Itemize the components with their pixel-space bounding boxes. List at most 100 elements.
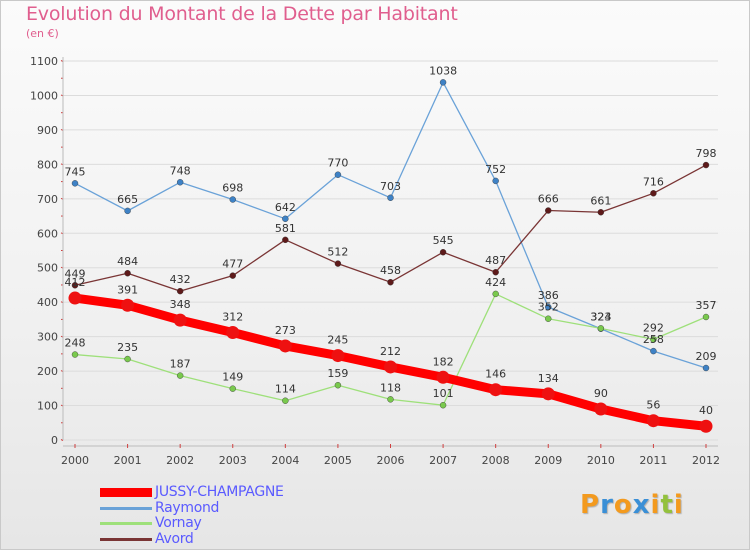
- data-point-avord: [71, 282, 79, 289]
- data-point-jussy-champagne: [489, 383, 503, 397]
- data-point-jussy-champagne: [541, 387, 555, 401]
- data-point-avord: [124, 270, 131, 277]
- x-tick-label: 2002: [166, 454, 194, 467]
- data-point-raymond: [176, 179, 184, 186]
- data-label-avord: 512: [327, 246, 348, 259]
- y-tick-label: 900: [37, 124, 58, 137]
- data-point-jussy-champagne: [278, 339, 292, 353]
- legend-swatch: [100, 522, 152, 525]
- data-point-avord: [282, 236, 289, 244]
- data-label-jussy-champagne: 391: [117, 283, 138, 296]
- data-label-vornay: 118: [380, 381, 401, 394]
- data-label-avord: 545: [433, 234, 454, 247]
- chart-unit-label: (en €): [26, 27, 59, 40]
- data-point-vornay: [439, 402, 447, 409]
- data-label-vornay: 352: [538, 301, 559, 314]
- data-label-vornay: 357: [696, 299, 717, 312]
- data-point-raymond: [229, 196, 236, 203]
- data-point-avord: [492, 269, 499, 276]
- data-point-vornay: [334, 382, 342, 389]
- data-label-raymond: 665: [117, 193, 138, 206]
- data-point-vornay: [492, 290, 499, 298]
- data-point-avord: [650, 190, 657, 197]
- logo-letter: i: [673, 490, 684, 520]
- data-point-jussy-champagne: [331, 349, 345, 363]
- data-point-jussy-champagne: [594, 402, 608, 416]
- legend-label: Avord: [155, 530, 194, 547]
- data-point-raymond: [124, 207, 131, 215]
- data-label-raymond: 745: [65, 165, 86, 178]
- data-label-vornay: 114: [275, 383, 296, 396]
- data-point-avord: [176, 287, 184, 295]
- y-tick-label: 0: [51, 434, 58, 447]
- x-tick-label: 2012: [692, 454, 720, 467]
- y-tick-label: 1100: [30, 55, 58, 68]
- x-tick-label: 2009: [534, 454, 562, 467]
- data-label-raymond: 770: [327, 157, 348, 170]
- data-label-jussy-champagne: 40: [699, 404, 713, 417]
- data-label-raymond: 1038: [429, 64, 457, 77]
- data-label-avord: 477: [222, 258, 243, 271]
- legend-label: Raymond: [155, 499, 220, 516]
- legend-swatch: [100, 488, 152, 497]
- data-label-raymond: 698: [222, 182, 243, 195]
- data-point-avord: [229, 272, 236, 279]
- data-label-raymond: 752: [485, 163, 506, 176]
- data-label-jussy-champagne: 182: [433, 355, 454, 368]
- data-label-raymond: 209: [696, 350, 717, 363]
- data-point-avord: [387, 278, 394, 286]
- data-label-avord: 458: [380, 264, 401, 277]
- data-label-avord: 798: [696, 147, 717, 160]
- data-label-jussy-champagne: 245: [327, 334, 348, 347]
- data-point-raymond: [702, 364, 710, 372]
- data-label-vornay: 101: [433, 387, 454, 400]
- data-label-raymond: 642: [275, 201, 296, 214]
- data-label-raymond: 386: [538, 289, 559, 302]
- x-tick-label: 2000: [61, 454, 89, 467]
- data-point-vornay: [702, 313, 710, 321]
- data-point-jussy-champagne: [384, 360, 397, 374]
- data-point-avord: [597, 209, 605, 216]
- logo-letter: i: [650, 490, 661, 520]
- logo-letter: t: [660, 490, 674, 520]
- data-label-avord: 487: [485, 254, 506, 267]
- y-tick-label: 400: [37, 296, 58, 309]
- x-tick-label: 2010: [587, 454, 615, 467]
- x-tick-label: 2007: [429, 454, 457, 467]
- data-label-jussy-champagne: 134: [538, 372, 559, 385]
- data-label-avord: 449: [65, 267, 86, 280]
- series-line-raymond: [74, 81, 707, 369]
- data-label-jussy-champagne: 90: [594, 387, 608, 400]
- data-label-jussy-champagne: 412: [65, 276, 86, 289]
- data-point-jussy-champagne: [121, 298, 135, 312]
- x-tick-label: 2001: [114, 454, 142, 467]
- data-point-vornay: [71, 351, 79, 358]
- data-label-vornay: 235: [117, 341, 138, 354]
- y-tick-label: 1000: [30, 89, 58, 102]
- y-tick-label: 200: [37, 365, 58, 378]
- data-label-raymond: 748: [170, 164, 191, 177]
- y-tick-label: 800: [37, 158, 58, 171]
- data-label-vornay: 159: [327, 367, 348, 380]
- legend-label: JUSSY-CHAMPAGNE: [155, 484, 284, 500]
- data-label-vornay: 149: [222, 371, 243, 384]
- data-point-raymond: [545, 303, 552, 311]
- legend-swatch: [100, 537, 152, 541]
- data-point-avord: [545, 207, 552, 214]
- data-point-avord: [439, 249, 447, 256]
- data-point-avord: [702, 161, 710, 169]
- data-label-jussy-champagne: 273: [275, 324, 296, 337]
- data-label-vornay: 424: [485, 276, 506, 289]
- data-label-vornay: 324: [590, 310, 611, 323]
- data-point-vornay: [229, 385, 236, 392]
- data-label-raymond: 258: [643, 333, 664, 346]
- data-label-avord: 666: [538, 193, 559, 206]
- data-label-jussy-champagne: 56: [646, 399, 660, 412]
- logo-letter: o: [613, 490, 633, 520]
- legend-swatch: [100, 506, 152, 510]
- data-point-raymond: [282, 215, 289, 223]
- data-label-raymond: 703: [380, 180, 401, 193]
- series-layer: [68, 79, 713, 433]
- data-point-raymond: [439, 79, 447, 86]
